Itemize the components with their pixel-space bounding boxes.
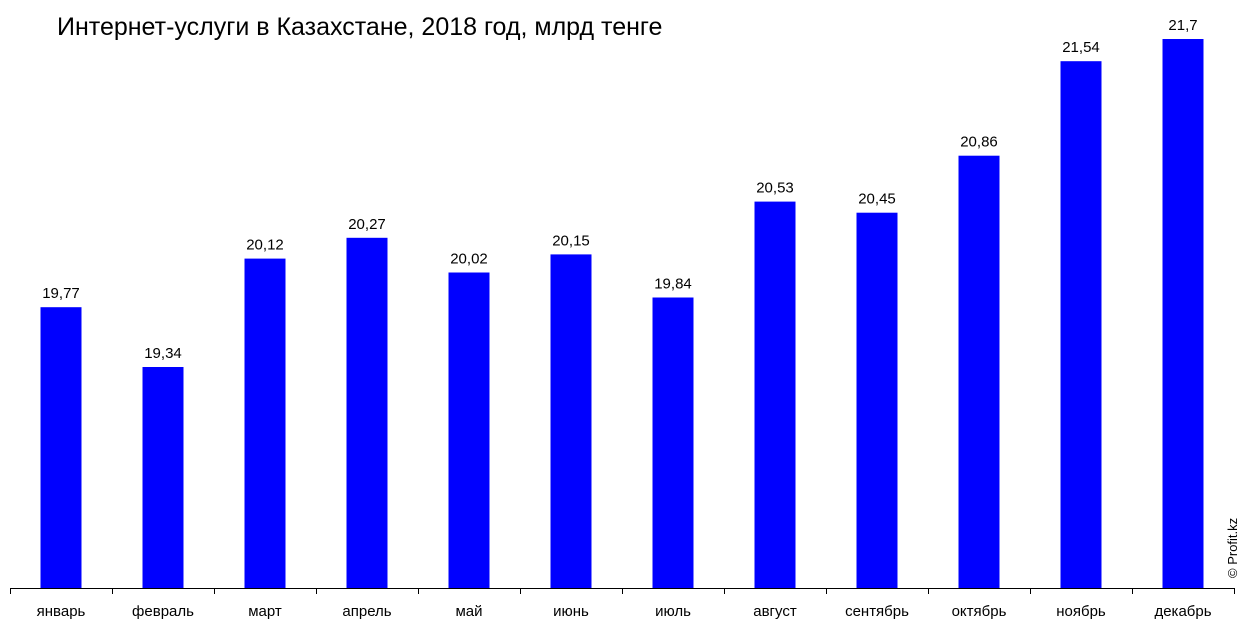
bar-ноябрь [1060, 61, 1102, 588]
bar-value-label: 20,12 [246, 237, 284, 254]
bar-март [244, 258, 286, 588]
x-tick-label: сентябрь [845, 603, 909, 620]
x-tick-label: апрель [342, 603, 391, 620]
bar-апрель [346, 237, 388, 589]
bar-value-label: 21,54 [1062, 39, 1100, 56]
x-tick-label: май [455, 603, 482, 620]
bar-value-label: 19,77 [42, 285, 80, 302]
bar-value-label: 20,45 [858, 191, 896, 208]
bar-октябрь [958, 155, 1000, 588]
bar-value-label: 21,7 [1168, 17, 1197, 34]
bar-декабрь [1162, 39, 1204, 588]
chart-title: Интернет-услуги в Казахстане, 2018 год, … [57, 13, 662, 41]
bar-value-label: 19,34 [144, 345, 182, 362]
bar-июль [652, 297, 694, 588]
x-tick-label: январь [37, 603, 86, 620]
x-tick-label: декабрь [1154, 603, 1211, 620]
x-tick-label: март [248, 603, 282, 620]
x-tick-label: июль [655, 603, 691, 620]
x-tick-label: октябрь [952, 603, 1007, 620]
x-tick-label: июнь [553, 603, 589, 620]
bar-value-label: 20,02 [450, 251, 488, 268]
bar-июнь [550, 254, 592, 588]
x-tick-label: август [753, 603, 797, 620]
x-axis-ticks-group [10, 588, 1235, 594]
bar-value-label: 20,15 [552, 232, 590, 249]
bar-value-label: 20,86 [960, 134, 998, 151]
copyright-credit: © Profit.kz [1225, 518, 1240, 578]
bar-сентябрь [856, 212, 898, 588]
bar-value-label: 20,53 [756, 180, 794, 197]
bar-август [754, 201, 796, 588]
bar-value-label: 20,27 [348, 216, 386, 233]
bar-февраль [142, 367, 184, 588]
x-tick-label: ноябрь [1056, 603, 1106, 620]
value-labels-group: 19,77 19,34 20,12 20,27 20,02 20,15 19,84 20,53… [42, 17, 1197, 362]
bar-май [448, 272, 490, 588]
bars-group [40, 39, 1204, 589]
bar-value-label: 19,84 [654, 276, 692, 293]
bar-январь [40, 307, 82, 588]
x-tick-label: февраль [132, 603, 194, 620]
x-axis-labels-group: январь февраль март апрель май июнь июль август… [37, 603, 1212, 620]
